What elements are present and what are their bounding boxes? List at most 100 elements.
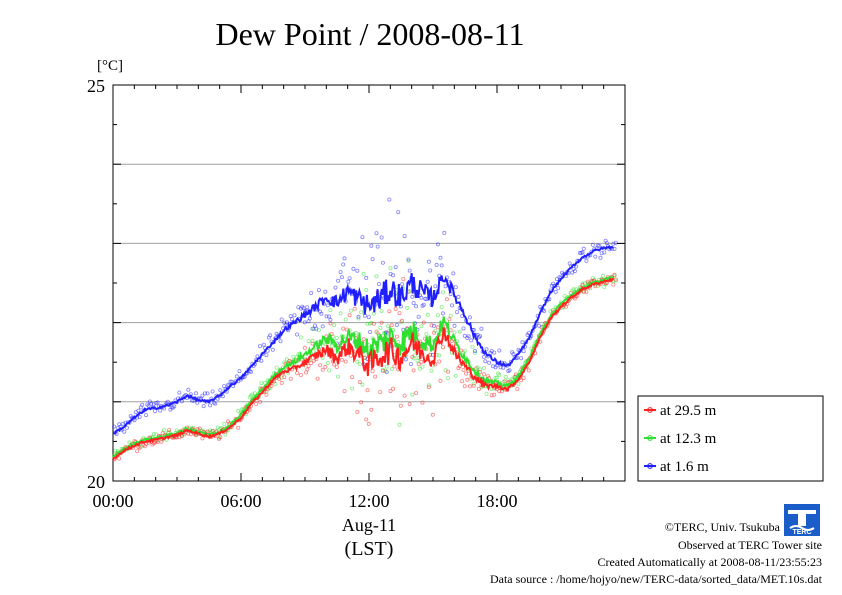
data-point-at-1-6-m [327,314,332,319]
data-point-at-1-6-m [248,369,253,374]
data-point-at-29-5-m [492,392,497,397]
tick-layer [112,84,626,482]
data-point-at-29-5-m [334,364,339,369]
data-point-at-29-5-m [339,357,344,362]
data-point-at-29-5-m [426,385,431,390]
data-point-at-1-6-m [439,263,444,268]
data-point-at-29-5-m [461,367,466,372]
y-tick-label: 20 [87,472,105,492]
data-point-at-29-5-m [613,277,618,282]
data-point-at-12-3-m [236,408,241,413]
observed-text: Observed at TERC Tower site [678,538,822,552]
data-point-at-1-6-m [195,400,200,405]
legend-marker-1-6m [647,463,653,469]
legend-marker-12-3m [647,435,653,441]
data-point-at-12-3-m [426,383,431,388]
data-point-at-1-6-m [333,285,338,290]
data-point-at-1-6-m [328,317,333,322]
data-point-at-12-3-m [151,432,156,437]
data-point-at-1-6-m [259,358,264,363]
data-point-at-1-6-m [479,326,484,331]
x-tick-label: 00:00 [92,491,133,511]
data-point-at-29-5-m [584,289,589,294]
data-point-at-1-6-m [316,288,321,293]
data-point-at-1-6-m [295,332,300,337]
data-point-at-1-6-m [155,400,160,405]
data-point-at-12-3-m [435,313,440,318]
data-point-at-29-5-m [440,345,445,350]
data-point-at-1-6-m [408,362,413,367]
data-point-at-29-5-m [370,368,375,373]
data-point-at-29-5-m [437,359,442,364]
data-point-at-1-6-m [301,306,306,311]
data-point-at-29-5-m [342,389,347,394]
data-point-at-12-3-m [420,364,425,369]
data-point-at-1-6-m [319,311,324,316]
data-point-at-29-5-m [302,345,307,350]
data-point-at-29-5-m [343,359,348,364]
data-point-at-29-5-m [298,372,303,377]
data-point-at-1-6-m [481,354,486,359]
data-point-at-12-3-m [439,305,444,310]
data-point-at-29-5-m [328,321,333,326]
data-point-at-12-3-m [298,335,303,340]
data-point-at-1-6-m [484,347,489,352]
data-point-at-29-5-m [380,368,385,373]
data-point-at-1-6-m [410,294,415,299]
data-point-at-1-6-m [360,235,365,240]
data-point-at-1-6-m [323,289,328,294]
data-point-at-1-6-m [112,424,117,429]
data-point-at-1-6-m [278,339,283,344]
data-point-at-1-6-m [501,365,506,370]
data-point-at-29-5-m [305,367,310,372]
data-point-at-1-6-m [400,282,405,287]
data-point-at-29-5-m [379,320,384,325]
legend-box [637,395,824,482]
terc-logo: TERC [784,504,820,536]
data-point-at-1-6-m [351,266,356,271]
data-point-at-29-5-m [389,323,394,328]
data-point-at-29-5-m [306,363,311,368]
data-point-at-12-3-m [336,374,341,379]
data-point-at-29-5-m [430,412,435,417]
data-point-at-29-5-m [282,375,287,380]
data-point-at-1-6-m [122,429,127,434]
data-point-at-29-5-m [218,435,223,440]
data-point-at-29-5-m [388,389,393,394]
data-point-at-1-6-m [320,324,325,329]
data-point-at-29-5-m [419,359,424,364]
data-point-at-1-6-m [132,418,137,423]
data-point-at-29-5-m [393,306,398,311]
series-line-at-1-6-m [113,245,614,435]
data-point-at-1-6-m [511,352,516,357]
data-point-at-29-5-m [580,282,585,287]
created-text: Created Automatically at 2008-08-11/23:5… [597,555,822,569]
data-point-at-1-6-m [553,289,558,294]
data-point-at-1-6-m [461,326,466,331]
data-point-at-1-6-m [310,326,315,331]
data-point-at-29-5-m [369,407,374,412]
data-point-at-1-6-m [347,276,352,281]
data-point-at-1-6-m [396,210,401,215]
data-point-at-12-3-m [462,348,467,353]
data-point-at-29-5-m [464,371,469,376]
data-point-at-12-3-m [327,368,332,373]
data-point-at-1-6-m [261,342,266,347]
data-point-at-12-3-m [384,364,389,369]
data-point-at-29-5-m [401,276,406,281]
data-point-at-1-6-m [341,262,346,267]
data-point-at-29-5-m [387,309,392,314]
data-point-at-1-6-m [435,242,440,247]
data-point-at-1-6-m [469,338,474,343]
data-point-at-29-5-m [355,409,360,414]
data-point-at-12-3-m [448,313,453,318]
copyright-text: ©TERC, Univ. Tsukuba [665,520,781,534]
data-point-at-29-5-m [416,362,421,367]
data-point-at-29-5-m [392,364,397,369]
data-point-at-29-5-m [197,426,202,431]
data-point-at-1-6-m [257,344,262,349]
data-point-at-1-6-m [451,271,456,276]
data-point-at-1-6-m [442,230,447,235]
data-point-at-29-5-m [471,383,476,388]
